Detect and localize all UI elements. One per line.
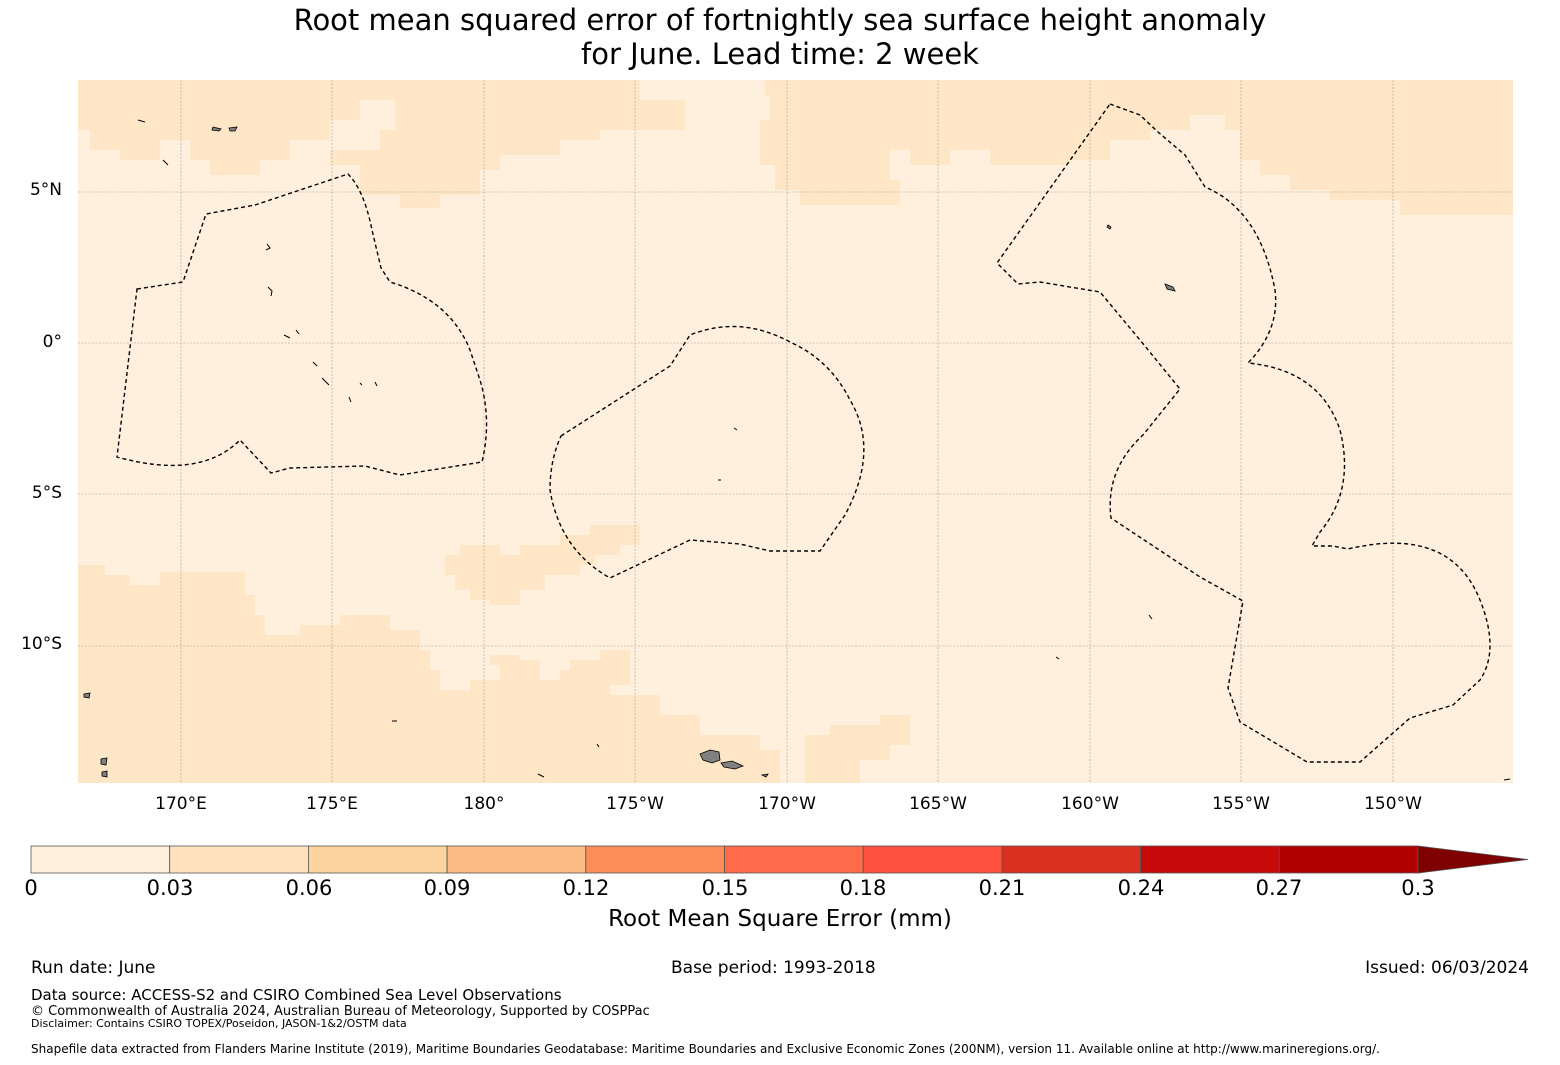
run-date: Run date: June <box>31 958 156 978</box>
colorbar-tick: 0.09 <box>423 876 471 900</box>
atoll-outlines <box>137 119 1511 781</box>
lon-label-170w: 170°W <box>758 794 816 814</box>
colorbar-segment <box>1278 845 1419 874</box>
title-line-1: Root mean squared error of fortnightly s… <box>293 3 1267 37</box>
lon-label-155w: 155°W <box>1212 794 1270 814</box>
shapefile-credit: Shapefile data extracted from Flanders M… <box>31 1042 1380 1056</box>
data-source-note: Data source: ACCESS-S2 and CSIRO Combine… <box>31 986 562 1004</box>
colorbar-tick: 0.21 <box>978 876 1026 900</box>
colorbar-tick: 0.03 <box>146 876 194 900</box>
copyright-note: © Commonwealth of Australia 2024, Austra… <box>31 1004 650 1019</box>
colorbar-tick: 0.24 <box>1117 876 1165 900</box>
lon-label-175w: 175°W <box>606 794 664 814</box>
colorbar-segment <box>30 845 171 874</box>
lon-label-165w: 165°W <box>909 794 967 814</box>
island-samoa-savaii <box>720 760 745 770</box>
lon-label-160w: 160°W <box>1061 794 1119 814</box>
title-line-2: for June. Lead time: 2 week <box>581 37 979 71</box>
colorbar-segment <box>862 845 1003 874</box>
eez-boundary-east <box>996 103 1491 763</box>
eez-boundary-west <box>116 173 488 476</box>
colorbar-tick: 0.27 <box>1255 876 1303 900</box>
lon-label-180: 180° <box>463 794 505 814</box>
island-samoa-upolu <box>699 749 721 764</box>
colorbar-tick: 0.06 <box>285 876 333 900</box>
lon-label-170e: 170°E <box>155 794 207 814</box>
colorbar-tick: 0.15 <box>701 876 749 900</box>
lat-label-5n: 5°N <box>29 180 62 200</box>
colorbar-segment <box>1001 845 1142 874</box>
lon-label-175e: 175°E <box>306 794 358 814</box>
colorbar-segment <box>307 845 448 874</box>
colorbar-segment <box>724 845 864 874</box>
disclaimer-note: Disclaimer: Contains CSIRO TOPEX/Poseido… <box>31 1017 407 1030</box>
lat-label-10s: 10°S <box>21 634 62 654</box>
map-gridlines <box>78 80 1513 783</box>
colorbar-tick: 0.3 <box>1401 876 1435 900</box>
figure-title: Root mean squared error of fortnightly s… <box>0 3 1560 71</box>
land-islands <box>83 126 1176 778</box>
colorbar-segment <box>446 845 587 874</box>
eez-boundary-central <box>549 325 865 579</box>
colorbar-segment <box>169 845 309 874</box>
eez-boundaries <box>116 103 1491 763</box>
rmse-field-class-2 <box>78 80 1513 783</box>
lon-label-150w: 150°W <box>1364 794 1422 814</box>
lat-label-0: 0° <box>42 332 62 352</box>
colorbar-extend-arrow <box>1417 845 1529 874</box>
colorbar-tick: 0.12 <box>562 876 610 900</box>
lat-label-5s: 5°S <box>31 483 62 503</box>
colorbar-segment <box>1140 845 1280 874</box>
issued-date: Issued: 06/03/2024 <box>1365 958 1529 978</box>
colorbar-tick: 0 <box>24 876 38 900</box>
colorbar-tick: 0.18 <box>839 876 887 900</box>
colorbar-segment <box>585 845 725 874</box>
colorbar-label: Root Mean Square Error (mm) <box>608 906 952 932</box>
base-period: Base period: 1993-2018 <box>671 958 876 978</box>
colorbar <box>30 845 1529 874</box>
